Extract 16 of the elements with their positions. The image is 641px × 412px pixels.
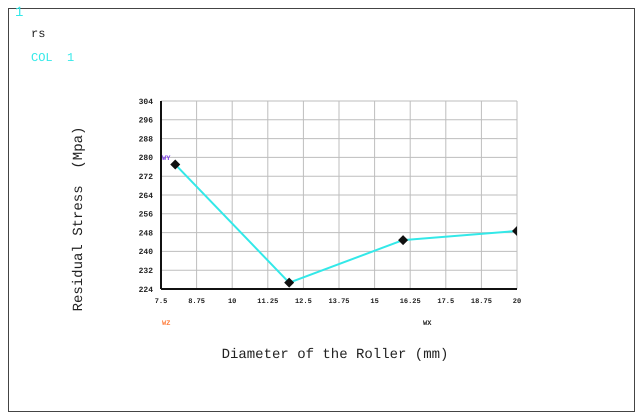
y-tick-label: 256	[138, 210, 154, 220]
y-tick-label: 240	[138, 248, 154, 258]
y-tick-label: 304	[138, 98, 154, 107]
y-tick-label: 232	[138, 267, 154, 276]
y-tick-label: 248	[138, 229, 154, 238]
y-axis-title: Residual Stress (Mpa)	[71, 126, 87, 312]
y-tick-label: 296	[138, 116, 154, 126]
y-tick-label: 264	[138, 192, 154, 201]
y-tick-label: 280	[138, 154, 154, 164]
y-tick-label: 224	[138, 286, 154, 295]
text: 1	[15, 5, 24, 21]
y-tick-label: 288	[138, 135, 154, 144]
x-axis-title: Diameter of the Roller (mm)	[222, 347, 448, 363]
text: rs	[31, 27, 46, 41]
y-tick-label: 272	[138, 173, 154, 182]
text: COL 1	[31, 51, 74, 65]
